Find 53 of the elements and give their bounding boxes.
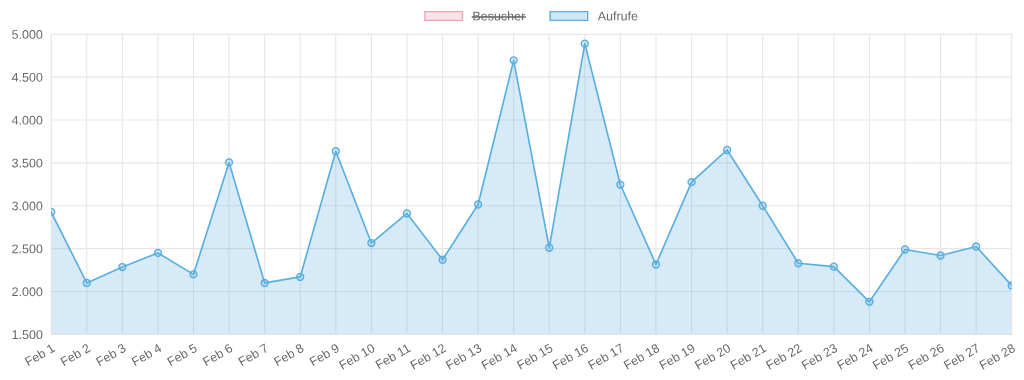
point <box>438 255 447 264</box>
y-tick-label: 4.000 <box>11 115 43 125</box>
y-tick-label: 4.500 <box>11 72 43 82</box>
point <box>829 262 839 271</box>
x-tick-label: Feb 14 <box>480 342 518 370</box>
point <box>189 270 198 279</box>
x-tick-label: Feb 28 <box>978 343 1016 370</box>
x-tick-label: Feb 1 <box>24 343 56 367</box>
y-tick-label: 1.500 <box>12 330 43 340</box>
point <box>509 56 518 65</box>
y-tick-label: 3.500 <box>12 158 43 168</box>
point <box>687 177 696 187</box>
point <box>153 248 163 258</box>
x-tick-label: Feb 23 <box>801 343 838 370</box>
point <box>260 278 269 288</box>
point <box>794 259 803 268</box>
x-tick-label: Feb 24 <box>836 342 874 370</box>
x-tick-label: Feb 3 <box>95 343 127 367</box>
y-tick-label: 2.000 <box>12 287 43 297</box>
point <box>936 251 945 260</box>
point <box>722 145 732 155</box>
point <box>331 147 340 156</box>
x-tick-label: Feb 9 <box>309 343 340 367</box>
point <box>580 39 589 48</box>
point <box>616 180 625 189</box>
x-tick-label: Feb 26 <box>907 343 945 370</box>
y-tick-label: 3.000 <box>12 201 43 211</box>
x-tick-label: Feb 2 <box>59 343 91 367</box>
point <box>402 209 412 218</box>
x-tick-label: Feb 8 <box>273 343 305 367</box>
x-tick-label: Feb 4 <box>131 342 163 367</box>
x-tick-label: Feb 5 <box>166 342 198 367</box>
y-tick-label: 2.500 <box>12 244 43 254</box>
x-tick-label: Feb 10 <box>338 342 376 370</box>
point <box>82 278 91 288</box>
x-tick-label: Feb 6 <box>202 343 234 367</box>
x-tick-label: Feb 16 <box>552 343 589 370</box>
legend-label: Aufrufe <box>597 11 638 21</box>
point <box>865 297 874 306</box>
x-tick-label: Feb 7 <box>237 343 269 367</box>
point <box>296 272 305 282</box>
point <box>118 262 127 272</box>
point <box>367 238 376 248</box>
y-tick-label: 5.000 <box>12 30 43 39</box>
point <box>545 243 554 252</box>
point <box>971 242 981 251</box>
point <box>651 260 661 269</box>
x-tick-label: Feb 19 <box>658 343 696 370</box>
point <box>224 158 234 167</box>
x-tick-label: Feb 21 <box>729 343 767 370</box>
point <box>473 200 483 209</box>
point <box>900 245 910 254</box>
point <box>758 201 767 210</box>
